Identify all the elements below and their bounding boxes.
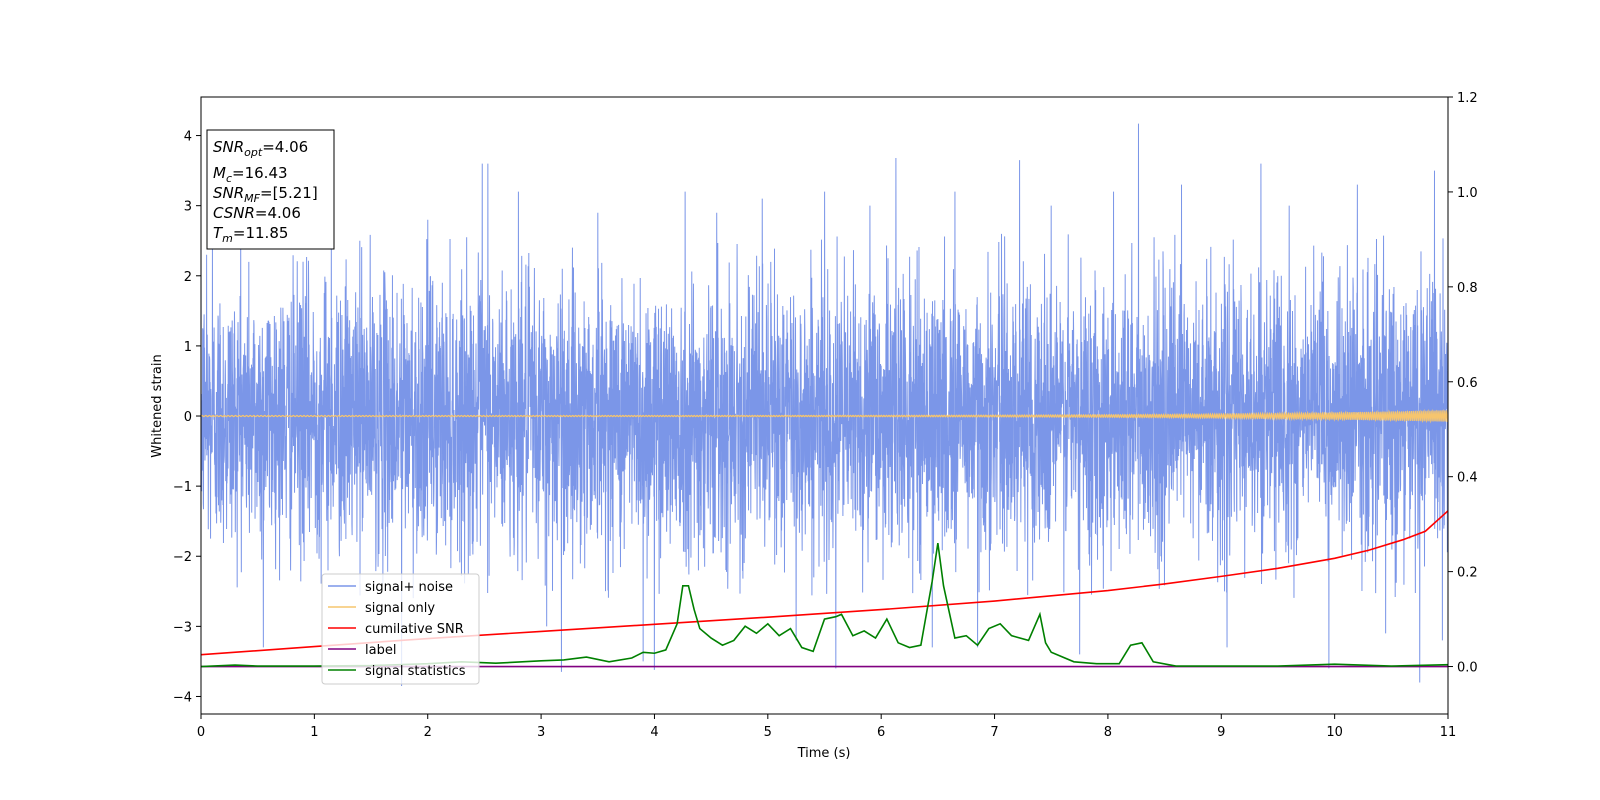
- y-tick-label: −1: [173, 480, 192, 495]
- y-tick-label: 0: [184, 410, 192, 425]
- x-axis: 0 1 2 3 4 5 6 7 8 9 10 11: [197, 714, 1456, 740]
- y2-tick-label: 0.2: [1457, 566, 1478, 581]
- y2-tick-label: 0.8: [1457, 281, 1478, 296]
- annotation-line: CSNR=4.06: [213, 204, 301, 222]
- y-tick-label: −3: [173, 620, 192, 635]
- y2-tick-label: 1.0: [1457, 186, 1478, 201]
- y-tick-label: −2: [173, 550, 192, 565]
- y-tick-label: −4: [173, 690, 192, 705]
- signal-statistics-line: [201, 543, 1448, 668]
- cumilative-snr-line: [201, 510, 1448, 656]
- x-tick-label: 1: [310, 725, 318, 740]
- signal-only-line: [201, 408, 1448, 424]
- legend: signal+ noise signal only cumilative SNR la…: [321, 573, 480, 685]
- y-axis-label: Whitened strain: [150, 354, 165, 457]
- signal-noise-line: [201, 123, 1448, 686]
- plot-frame: [200, 96, 1449, 715]
- annotation-line: SNRMF=[5.21]: [213, 184, 318, 205]
- x-tick-label: 3: [537, 725, 545, 740]
- legend-label: signal only: [365, 601, 435, 616]
- y2-tick-label: 0.0: [1457, 661, 1478, 676]
- y-tick-label: 4: [184, 130, 192, 145]
- signal-only-series: [201, 408, 1448, 424]
- x-tick-label: 11: [1440, 725, 1457, 740]
- x-tick-label: 7: [990, 725, 998, 740]
- x-tick-label: 6: [877, 725, 885, 740]
- y-tick-label: 3: [184, 200, 192, 215]
- x-tick-label: 10: [1326, 725, 1343, 740]
- y2-tick-label: 1.2: [1457, 91, 1478, 106]
- legend-label: label: [365, 643, 396, 658]
- annotation-line: Tm=11.85: [213, 224, 288, 245]
- legend-label: signal statistics: [365, 664, 466, 679]
- x-tick-label: 5: [764, 725, 772, 740]
- annotation-line: SNRopt=4.06: [213, 138, 308, 159]
- y2-tick-label: 0.6: [1457, 376, 1478, 391]
- legend-frame: [321, 573, 480, 685]
- x-tick-label: 4: [650, 725, 658, 740]
- x-tick-label: 8: [1104, 725, 1112, 740]
- y-tick-label: 2: [184, 270, 192, 285]
- y-axis-left: −4 −3 −2 −1 0 1 2 3 4: [173, 130, 201, 705]
- signal-noise-series: [201, 123, 1448, 686]
- legend-label: signal+ noise: [365, 580, 453, 595]
- y-axis-right: 0.0 0.2 0.4 0.6 0.8 1.0 1.2: [1448, 91, 1478, 676]
- legend-label: cumilative SNR: [365, 622, 464, 637]
- y-tick-label: 1: [184, 340, 192, 355]
- x-axis-label: Time (s): [797, 746, 851, 761]
- annotation-line: Mc=16.43: [213, 164, 288, 185]
- annotation-frame: [206, 129, 335, 250]
- stats-annotation-box: SNRopt=4.06 Mc=16.43SNRMF=[5.21]CSNR=4.06…: [206, 129, 335, 250]
- x-tick-label: 0: [197, 725, 205, 740]
- x-tick-label: 9: [1217, 725, 1225, 740]
- x-tick-label: 2: [424, 725, 432, 740]
- y2-tick-label: 0.4: [1457, 471, 1478, 486]
